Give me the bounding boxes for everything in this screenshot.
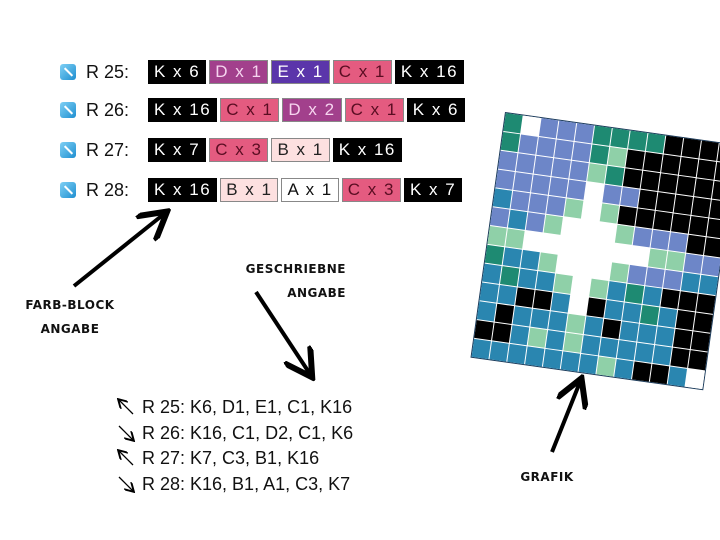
- written-row: R 25: K6, D1, E1, C1, K16: [116, 394, 352, 420]
- label-line: FARB-BLOCK: [25, 298, 115, 312]
- grafik-arrow: [550, 382, 580, 453]
- color-block: K x 7: [403, 178, 463, 202]
- arrow-diagonal-icon: [60, 142, 76, 158]
- color-block: K x 6: [148, 60, 207, 84]
- color-block: B x 1: [271, 138, 330, 162]
- arrow-diagonal-icon: [60, 102, 76, 118]
- geschriebne-arrow: [254, 290, 310, 374]
- color-block: K x 6: [406, 98, 466, 122]
- written-row: R 28: K16, B1, A1, C3, K7: [116, 471, 350, 497]
- written-row-text: R 25: K6, D1, E1, C1, K16: [142, 396, 353, 417]
- written-row-text: R 27: K7, C3, B1, K16: [142, 447, 320, 468]
- grafik-label: GRAFIK: [520, 470, 574, 484]
- farb-block-arrow: [72, 214, 164, 288]
- row-label: R 26:: [86, 99, 130, 120]
- color-block: B x 1: [220, 178, 279, 202]
- color-block: D x 1: [209, 60, 269, 84]
- arrow-down-right-icon: [118, 425, 136, 443]
- label-line: ANGABE: [287, 286, 346, 300]
- written-row-text: R 28: K16, B1, A1, C3, K7: [142, 473, 351, 494]
- arrow-diagonal-icon: [60, 182, 76, 198]
- arrow-down-right-icon: [118, 476, 136, 494]
- color-block: E x 1: [271, 60, 330, 84]
- color-block: K x 16: [148, 98, 218, 122]
- color-block: C x 1: [220, 98, 280, 122]
- color-block: A x 1: [281, 178, 339, 202]
- farb-block-label: FARB-BLOCK ANGABE: [10, 293, 130, 341]
- color-block: K x 16: [394, 60, 465, 84]
- color-block: C x 3: [209, 138, 269, 162]
- written-row: R 26: K16, C1, D2, C1, K6: [116, 420, 353, 446]
- color-block: C x 1: [332, 60, 392, 84]
- geschriebne-label: GESCHRIEBNE ANGABE: [226, 257, 346, 305]
- row-label: R 25:: [86, 61, 130, 82]
- arrow-up-left-icon: [116, 397, 134, 415]
- row-label: R 27:: [86, 139, 130, 160]
- color-block: K x 16: [332, 138, 402, 162]
- label-line: GESCHRIEBNE: [245, 262, 346, 276]
- row-label: R 28:: [86, 179, 130, 200]
- written-row-text: R 26: K16, C1, D2, C1, K6: [142, 422, 354, 443]
- arrow-diagonal-icon: [60, 64, 76, 80]
- color-block: C x 1: [344, 98, 404, 122]
- color-block: K x 16: [148, 178, 218, 202]
- written-row: R 27: K7, C3, B1, K16: [116, 445, 319, 471]
- color-block: K x 7: [148, 138, 207, 162]
- arrow-up-left-icon: [116, 448, 134, 466]
- color-block: C x 3: [341, 178, 401, 202]
- label-line: ANGABE: [40, 322, 100, 336]
- color-block: D x 2: [282, 98, 342, 122]
